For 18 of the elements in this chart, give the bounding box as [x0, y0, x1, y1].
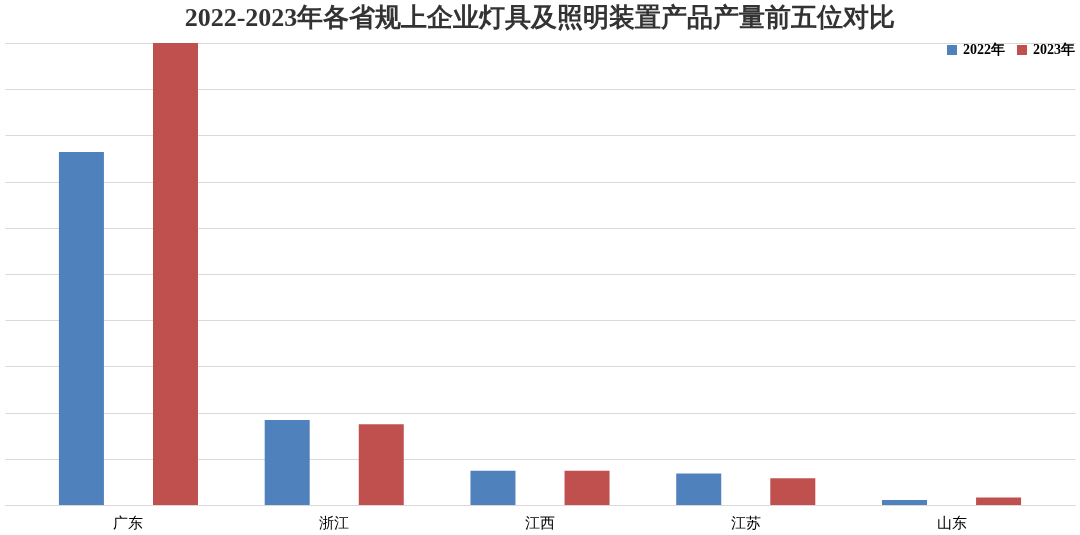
- bar: [676, 473, 722, 505]
- chart-title: 2022-2023年各省规上企业灯具及照明装置产品产量前五位对比: [184, 3, 896, 32]
- bar: [882, 499, 928, 505]
- bar: [358, 424, 404, 505]
- legend-label: 2022年: [963, 42, 1005, 57]
- x-tick-label: 浙江: [319, 514, 350, 531]
- bar: [58, 152, 104, 505]
- bar: [264, 419, 310, 505]
- bar: [770, 478, 816, 505]
- bar: [564, 470, 610, 505]
- bar: [976, 497, 1022, 505]
- x-tick-label: 江苏: [730, 514, 761, 531]
- legend-label: 2023年: [1033, 42, 1075, 57]
- bar: [152, 43, 198, 505]
- x-tick-label: 广东: [113, 514, 144, 531]
- x-tick-label: 江西: [525, 514, 555, 531]
- x-tick-label: 山东: [936, 514, 967, 531]
- bar: [470, 470, 516, 505]
